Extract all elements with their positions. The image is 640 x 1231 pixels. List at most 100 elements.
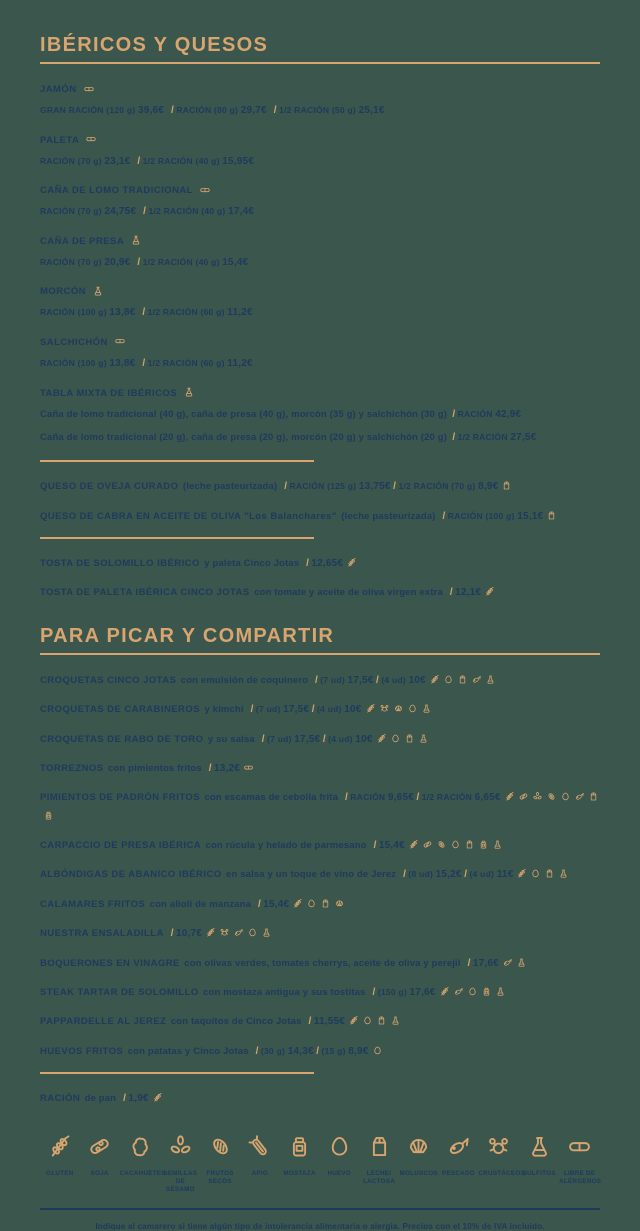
price-label: RACIÓN (100 g)	[40, 357, 110, 368]
section-divider	[40, 460, 315, 463]
price-value: 17,5€	[283, 704, 310, 716]
legend-label: HUEVO	[327, 1169, 352, 1177]
price-separator: /	[273, 105, 277, 116]
price-value: 17,5€	[347, 674, 374, 686]
libre-alergenos-icon	[569, 1141, 590, 1151]
price-label: RACIÓN (125 g)	[289, 481, 359, 492]
item-name: SALCHICHÓN	[40, 336, 108, 348]
sulfitos-icon	[497, 987, 504, 996]
item-name: PALETA	[40, 134, 80, 146]
leche-icon	[547, 870, 553, 878]
price-separator: /	[452, 409, 456, 421]
menu-item: CALAMARES FRITOS con alioli de manzana /…	[40, 894, 600, 912]
item-name: CROQUETAS DE RABO DE TORO	[40, 733, 204, 745]
price-value: 17,4€	[228, 206, 255, 218]
price-label: RACIÓN (100 g)	[447, 510, 518, 521]
gluten-icon	[505, 792, 514, 801]
price-value: 8,9€	[348, 1045, 369, 1057]
price-value: 15,4€	[378, 840, 405, 852]
price-value: 17,6€	[409, 987, 436, 999]
leche-icon	[549, 511, 555, 519]
libre-alergenos-icon	[244, 765, 253, 770]
pescado-icon	[503, 958, 512, 966]
sulfitos-icon	[494, 840, 501, 849]
legend-label: SULFITOS	[522, 1169, 556, 1177]
sulfitos-icon	[518, 958, 525, 967]
item-description: con patatas y Cinco Jotas	[127, 1045, 249, 1057]
item-name: TOSTA DE SOLOMILLO IBÉRICO	[40, 557, 200, 569]
menu-item: TOSTA DE SOLOMILLO IBÉRICO y paleta Cinc…	[40, 553, 600, 571]
menu-item: CROQUETAS CINCO JOTAS con emulsión de co…	[40, 670, 600, 688]
libre-alergenos-icon	[83, 86, 94, 91]
price-value: 23,1€	[104, 155, 131, 167]
price-label: 1/2 RACIÓN (40 g)	[148, 206, 229, 217]
legend-label: APIO	[251, 1169, 268, 1177]
gluten-icon	[378, 733, 386, 743]
mostaza-icon	[292, 1136, 307, 1157]
allergen-legend: GLUTEN SOJA CACAHUETES SEMILLAS DE SÉSAMO FR…	[40, 1133, 601, 1195]
libre-alergenos-icon	[115, 339, 125, 344]
sulfitos-icon	[94, 286, 102, 296]
item-name-line: PALETA	[40, 130, 600, 148]
sulfitos-icon	[392, 1017, 399, 1026]
huevo-icon	[532, 870, 540, 878]
item-name: QUESO DE CABRA EN ACEITE DE OLIVA "Los B…	[40, 510, 337, 522]
price-separator: /	[284, 481, 287, 493]
price-value: 15,1€	[517, 510, 544, 522]
menu-item: TABLA MIXTA DE IBÉRICOS Caña de lomo trad…	[40, 383, 600, 448]
item-description: con olivas verdes, tomates cherrys, acei…	[184, 957, 461, 969]
item-name: BOQUERONES EN VINAGRE	[40, 957, 180, 969]
item-description: y paleta Cinco Jotas	[204, 557, 300, 569]
item-description: Caña de lomo tradicional (40 g), caña de…	[40, 409, 450, 421]
item-name: CROQUETAS DE CARABINEROS	[40, 704, 200, 716]
price-value: 11€	[496, 869, 514, 881]
crustaceos-icon	[380, 705, 388, 712]
price-separator: /	[306, 557, 309, 569]
item-prices: GRAN RACIÓN (120 g) 39,6€ / RACIÓN (80 g)…	[40, 100, 600, 118]
soja-icon	[423, 841, 432, 848]
section-title: PARA PICAR Y COMPARTIR	[40, 625, 600, 655]
libre-alergenos-icon	[86, 137, 96, 142]
price-separator: /	[137, 256, 141, 268]
item-description: con mostaza antigua y sus tostitas	[203, 987, 366, 999]
huevo-icon	[331, 1136, 347, 1156]
item-description: en salsa y un toque de vino de Jerez	[226, 869, 397, 881]
price-label: (4 ud)	[469, 869, 497, 880]
legend-label: SEMILLAS DE SÉSAMO	[163, 1169, 198, 1193]
price-value: 15,4€	[222, 256, 249, 268]
item-name-line: TABLA MIXTA DE IBÉRICOS	[40, 383, 600, 401]
item-name-line: CAÑA DE LOMO TRADICIONAL	[40, 180, 600, 198]
legend-label: CRUSTÁCEOS	[478, 1169, 525, 1177]
item-description: con rúcula y helado de parmesano	[205, 840, 367, 852]
price-value: 9,65€	[387, 792, 414, 804]
price-label: (7 ud)	[320, 674, 348, 685]
price-label: RACIÓN (80 g)	[176, 105, 241, 115]
item-name-line: SALCHICHÓN	[40, 332, 600, 350]
item-name: TABLA MIXTA DE IBÉRICOS	[40, 387, 178, 399]
leche-icon	[378, 1017, 385, 1025]
price-separator: /	[467, 957, 471, 969]
price-separator: /	[123, 1093, 126, 1105]
legend-item: HUEVO	[319, 1133, 359, 1178]
legend-item: FRUTOS SECOS	[200, 1133, 240, 1186]
price-separator: /	[250, 704, 254, 716]
item-prices: RACIÓN (70 g) 23,1€ /1/2 RACIÓN (40 g) 1…	[40, 151, 600, 169]
section-items: JAMÓN GRAN RACIÓN (120 g) 39,6€ / RACIÓN (…	[40, 79, 600, 601]
price-label: (15 g)	[321, 1045, 349, 1056]
leche-icon	[590, 792, 596, 801]
huevo-icon	[373, 1046, 381, 1054]
gluten-icon	[366, 704, 375, 713]
legend-item: APIO	[240, 1133, 280, 1178]
menu-item: SALCHICHÓN RACIÓN (100 g) 13,8€ /1/2 RACI…	[40, 332, 600, 371]
price-separator: /	[255, 1045, 259, 1057]
footer-note: Indique al camarero si tiene algún tipo …	[95, 1222, 545, 1231]
huevo-icon	[445, 675, 452, 683]
menu-item: CARPACCIO DE PRESA IBÉRICA con rúcula y …	[40, 835, 600, 853]
section-items: CROQUETAS CINCO JOTAS con emulsión de co…	[40, 670, 600, 1107]
frutos-secos-icon	[438, 841, 445, 848]
price-separator: /	[261, 733, 265, 745]
menu-item: JAMÓN GRAN RACIÓN (120 g) 39,6€ / RACIÓN (…	[40, 79, 600, 118]
price-separator: /	[137, 155, 141, 167]
legend-label: MOSTAZA	[283, 1169, 316, 1177]
legend-item: GLUTEN	[40, 1133, 80, 1178]
